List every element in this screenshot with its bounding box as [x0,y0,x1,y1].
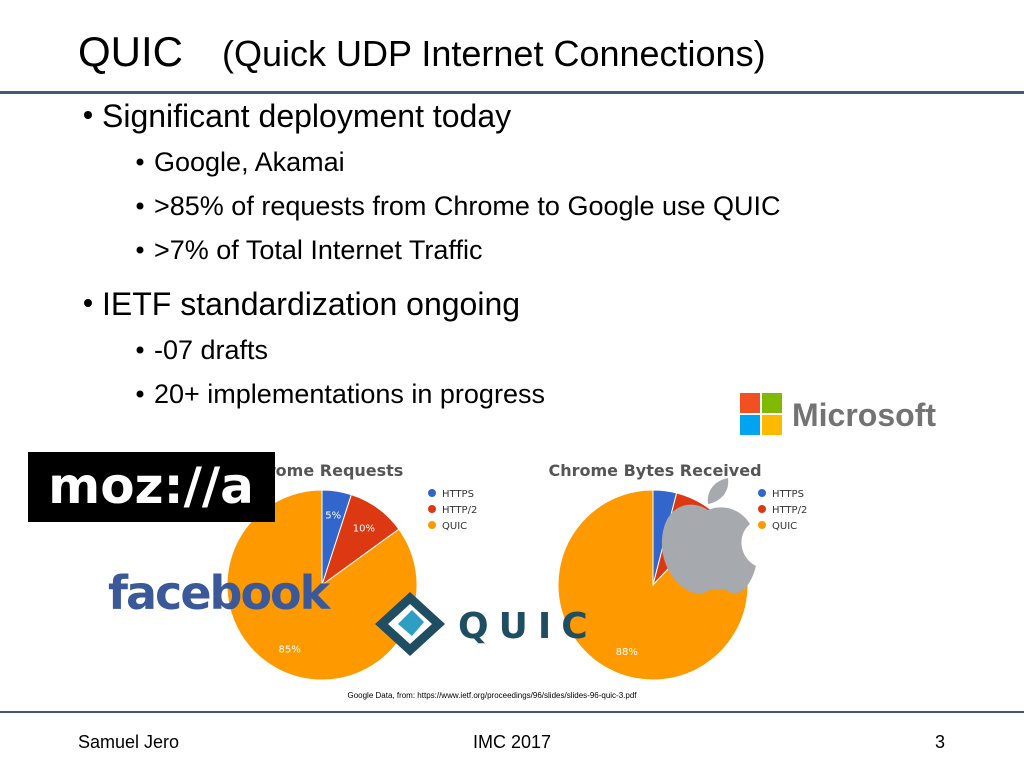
microsoft-logo: Microsoft [740,393,936,435]
sub-bullet-dot [136,202,144,210]
footer-rule [0,711,1024,713]
footer-right: 3 [935,732,945,752]
legend-label: HTTPS [772,489,804,500]
data-label: 5% [325,511,341,522]
sub-bullet: -07 drafts [154,335,268,365]
sub-bullet: Google, Akamai [154,147,345,177]
legend-label: HTTP/2 [772,505,807,516]
legend-swatch [758,521,766,529]
bullet: IETF standardization ongoing [102,286,520,322]
legend-swatch [758,489,766,497]
mozilla-logo: moz://a [28,452,275,522]
legend-label: QUIC [772,521,797,532]
legend-label: HTTP/2 [442,505,477,516]
quic-logo: QUIC [375,592,598,656]
bullets: Significant deployment today Google, Akam… [84,98,781,409]
legend-swatch [758,505,766,513]
chart-title: Chrome Requests [245,461,404,480]
legend-swatch [428,521,436,529]
title-rule [0,91,1024,94]
sub-bullet-dot [136,346,144,354]
legend-label: QUIC [442,521,467,532]
sub-bullet: >7% of Total Internet Traffic [154,235,482,265]
sub-bullet: 20+ implementations in progress [154,379,545,409]
title-sub: (Quick UDP Internet Connections) [222,33,766,74]
chart-title: Chrome Bytes Received [548,461,761,480]
quic-text: QUIC [458,606,598,647]
mozilla-text: moz://a [48,457,254,515]
legend-swatch [428,489,436,497]
microsoft-text: Microsoft [792,397,936,433]
data-label: 88% [616,647,638,658]
footer-left: Samuel Jero [78,732,179,752]
sub-bullet-dot [136,246,144,254]
legend-label: HTTPS [442,489,474,500]
data-label: 85% [279,644,301,655]
bullet-dot [84,111,92,119]
bullet-dot [84,299,92,307]
data-label: 10% [353,523,375,534]
legend-swatch [428,505,436,513]
apple-logo [661,478,756,594]
sub-bullet-dot [136,158,144,166]
sub-bullet: >85% of requests from Chrome to Google u… [154,191,781,221]
bullet: Significant deployment today [102,98,511,134]
sub-bullet-dot [136,390,144,398]
title: QUIC [78,28,183,75]
facebook-logo: facebook [108,566,332,620]
footer-center: IMC 2017 [473,732,551,752]
source: Google Data, from: https://www.ietf.org/… [347,691,637,700]
